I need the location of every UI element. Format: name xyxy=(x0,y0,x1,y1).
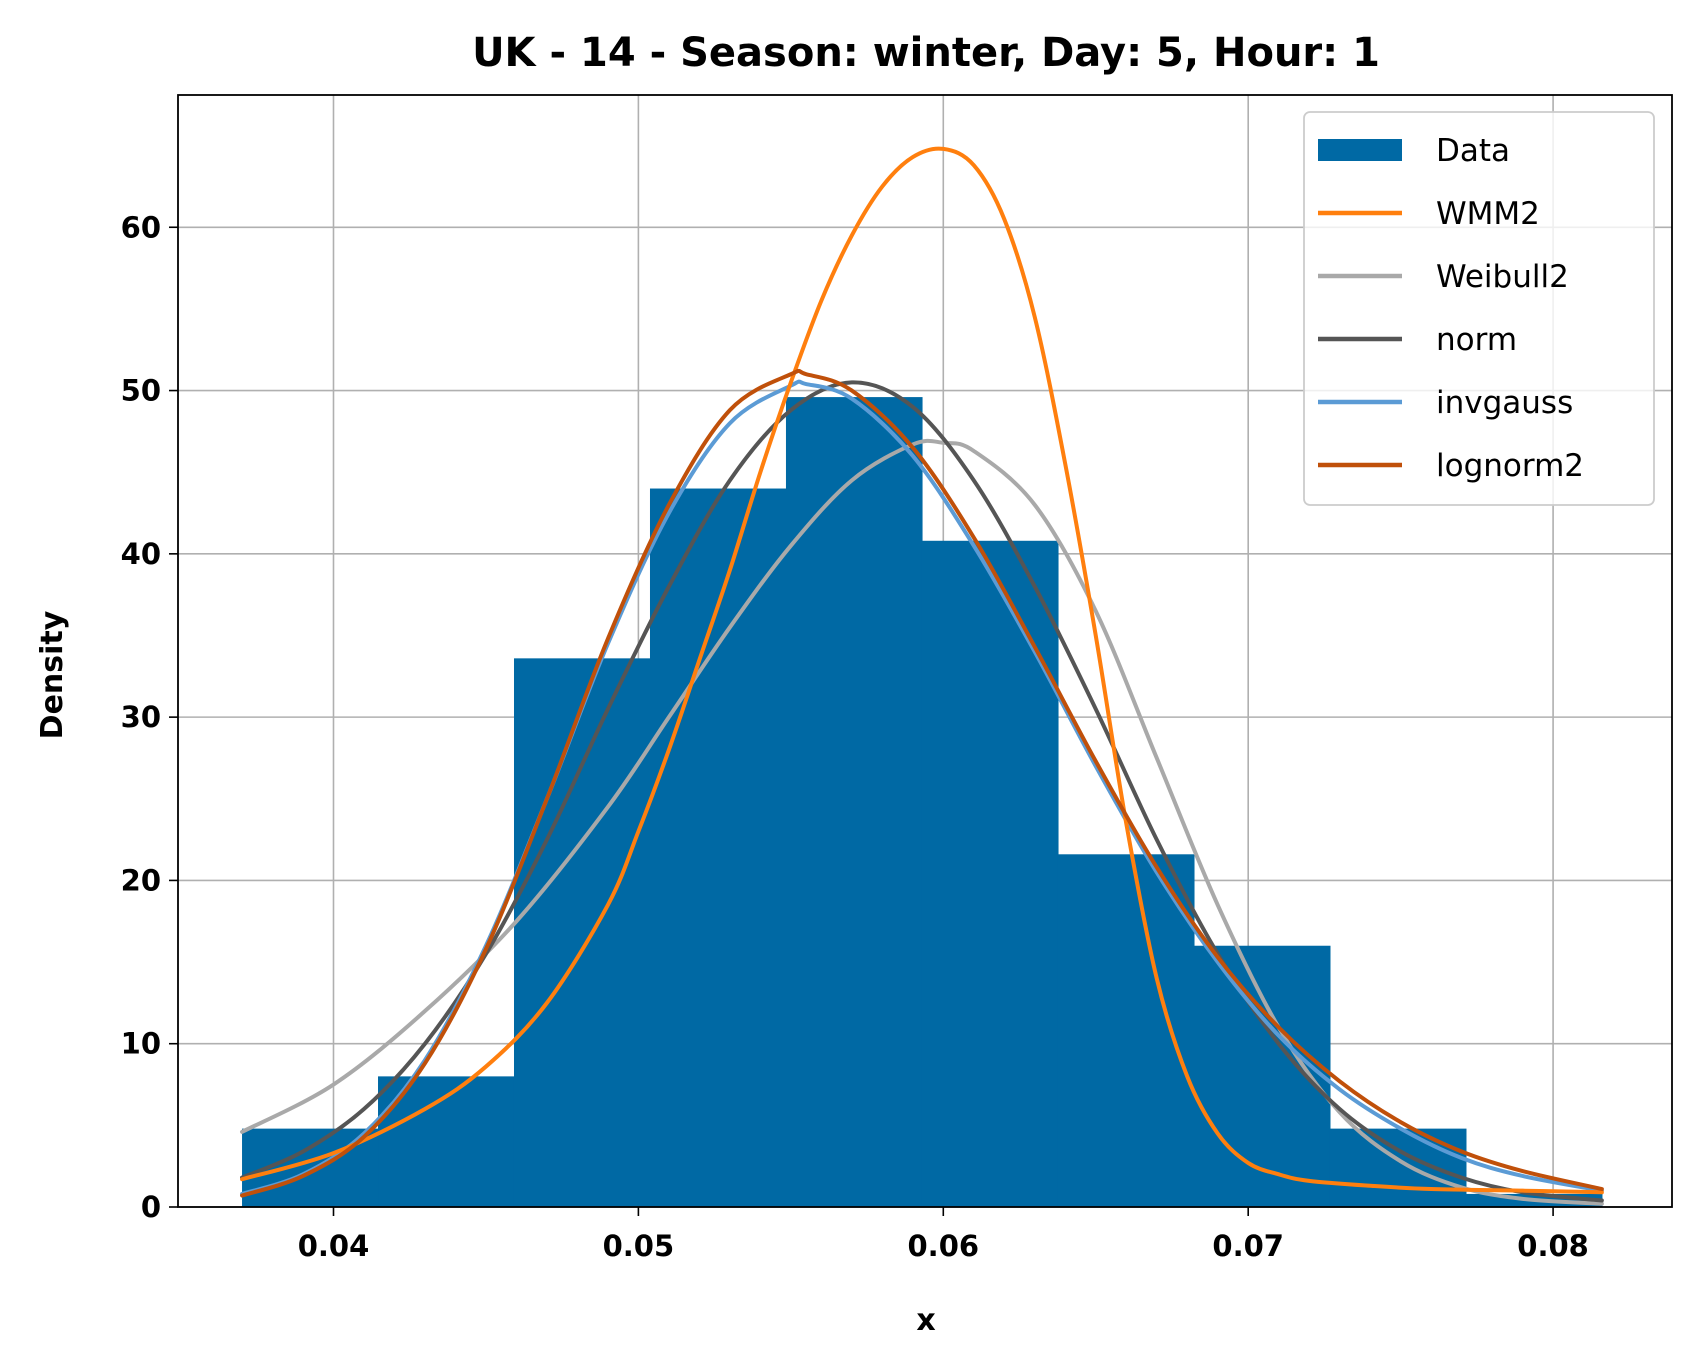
curve-lognorm2 xyxy=(240,368,1604,1198)
x-tick-label: 0.04 xyxy=(298,1229,370,1263)
y-tick-label: 30 xyxy=(121,700,161,734)
y-tick-label: 0 xyxy=(141,1190,161,1224)
x-tick-label: 0.08 xyxy=(1517,1229,1589,1263)
legend-label-norm: norm xyxy=(1436,322,1517,358)
histogram-bar xyxy=(1057,854,1195,1207)
x-tick-label: 0.05 xyxy=(603,1229,675,1263)
histogram-bar xyxy=(513,658,651,1207)
histogram-bar xyxy=(1329,1128,1467,1207)
y-tick-label: 60 xyxy=(121,210,161,244)
histogram-bar xyxy=(649,488,787,1207)
legend-box xyxy=(1303,111,1655,506)
y-tick-label: 10 xyxy=(121,1027,161,1061)
legend-swatch-data xyxy=(1318,139,1402,161)
y-axis: 0 10 20 30 40 50 60 xyxy=(121,210,178,1224)
legend-label-lognorm2: lognorm2 xyxy=(1436,448,1584,484)
x-tick-label: 0.07 xyxy=(1212,1229,1284,1263)
y-tick-label: 20 xyxy=(121,863,161,897)
histogram-bars xyxy=(242,397,1603,1207)
y-tick-label: 40 xyxy=(121,537,161,571)
y-axis-label: Density xyxy=(35,610,70,739)
legend-label-wmm2: WMM2 xyxy=(1436,196,1540,232)
x-axis-label: x xyxy=(916,1303,935,1338)
curve-wmm2 xyxy=(240,146,1604,1195)
x-tick-label: 0.06 xyxy=(908,1229,980,1263)
legend-items: Data WMM2 Weibull2 norm invgauss lognorm2 xyxy=(1318,133,1584,484)
histogram-bar xyxy=(785,397,923,1207)
plot-frame xyxy=(177,94,1673,1208)
curve-weibull2 xyxy=(240,438,1604,1206)
histogram-bar xyxy=(921,540,1059,1207)
legend: Data WMM2 Weibull2 norm invgauss lognorm2 xyxy=(1303,111,1655,506)
x-axis: 0.04 0.05 0.06 0.07 0.08 xyxy=(298,1207,1589,1263)
chart-title: UK - 14 - Season: winter, Day: 5, Hour: … xyxy=(472,30,1380,76)
y-tick-label: 50 xyxy=(121,374,161,408)
legend-label-data: Data xyxy=(1436,133,1510,169)
legend-label-weibull2: Weibull2 xyxy=(1436,259,1569,295)
fitted-curves xyxy=(240,146,1604,1206)
legend-label-invgauss: invgauss xyxy=(1436,385,1573,421)
